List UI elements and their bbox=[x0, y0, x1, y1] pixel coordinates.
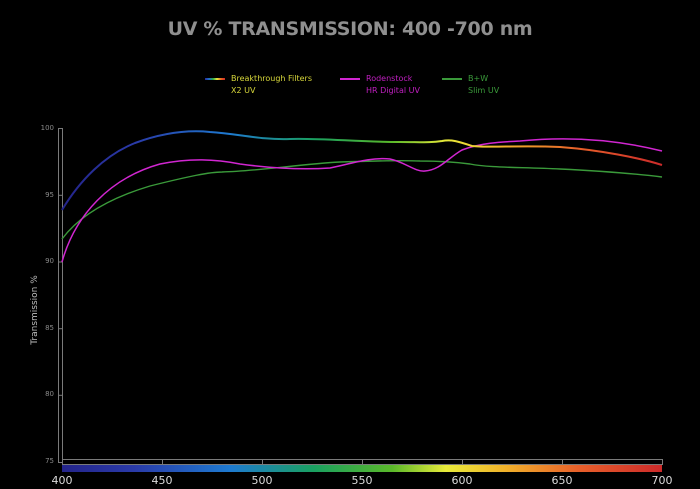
legend-swatch-spectrum bbox=[205, 78, 225, 80]
legend-sublabel: X2 UV bbox=[231, 86, 256, 95]
legend-sublabel: HR Digital UV bbox=[366, 86, 420, 95]
legend-label: B+W bbox=[468, 74, 489, 83]
spectrum-bar bbox=[62, 465, 662, 472]
series-line-bw bbox=[61, 159, 663, 240]
x-tick-label: 500 bbox=[251, 474, 273, 487]
x-axis bbox=[62, 459, 663, 465]
y-tick-label: 90 bbox=[45, 257, 54, 265]
legend-label: Breakthrough Filters bbox=[231, 74, 313, 83]
y-tick-label: 80 bbox=[45, 390, 54, 398]
y-tick-label: 95 bbox=[45, 191, 54, 199]
y-axis bbox=[58, 128, 63, 463]
y-tick-label: 85 bbox=[45, 324, 54, 332]
x-tick-label: 400 bbox=[51, 474, 73, 487]
x-tick-label: 700 bbox=[651, 474, 673, 487]
x-tick-label: 650 bbox=[551, 474, 573, 487]
y-tick-label: 100 bbox=[40, 124, 54, 132]
legend-swatch-magenta bbox=[340, 78, 360, 80]
x-tick-label: 600 bbox=[451, 474, 473, 487]
chart-title: UV % TRANSMISSION: 400 -700 nm bbox=[167, 18, 533, 40]
legend-swatch-green bbox=[442, 78, 462, 80]
legend-sublabel: Slim UV bbox=[468, 86, 500, 95]
series-line-rodenstock bbox=[61, 138, 663, 263]
y-tick-label: 75 bbox=[45, 457, 54, 465]
x-tick-label: 550 bbox=[351, 474, 373, 487]
x-tick-label: 450 bbox=[151, 474, 173, 487]
series-line-breakthrough bbox=[61, 130, 663, 211]
legend-label: Rodenstock bbox=[366, 74, 413, 83]
